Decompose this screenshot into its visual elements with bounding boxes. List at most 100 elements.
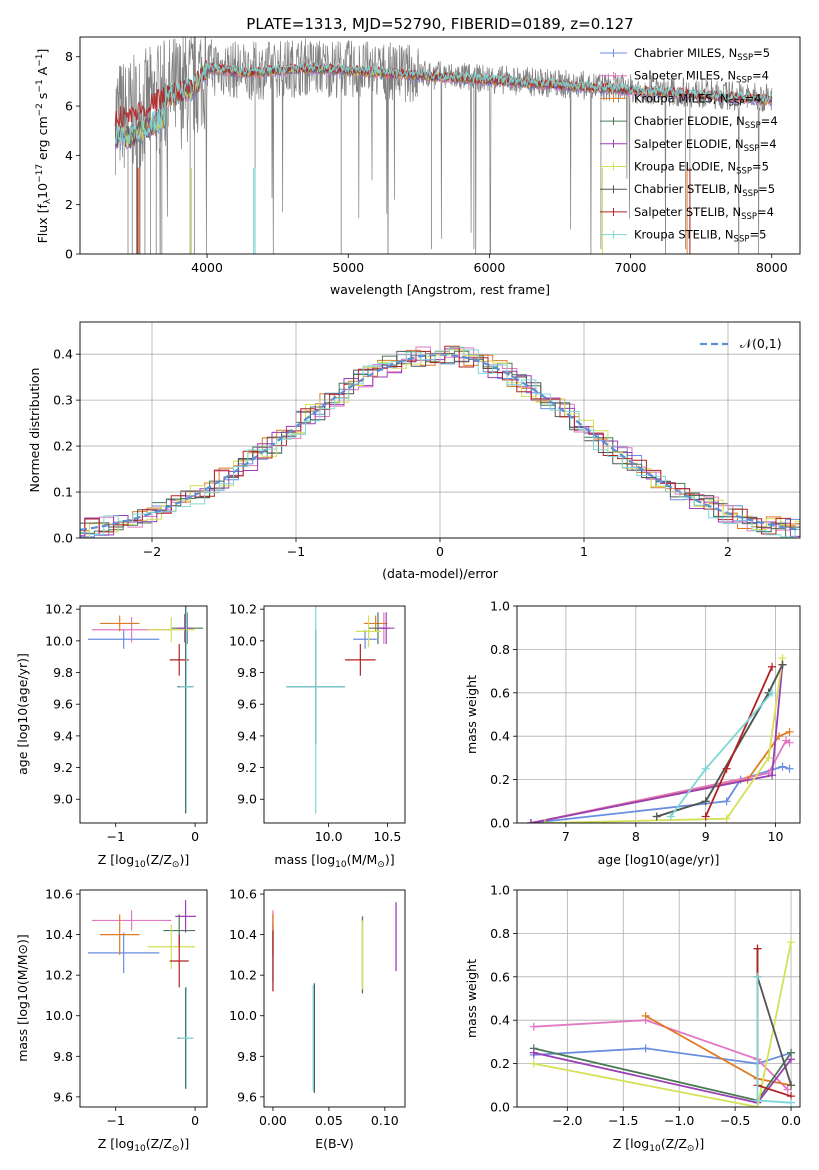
label-part: (Z/Z [146,852,172,867]
weight-marker [529,1022,538,1031]
x-tick-label: 7 [562,829,570,844]
x-axis-label: Z [log10(Z/Z⊙)] [98,852,189,870]
y-axis-label: mass weight [464,959,479,1038]
y-tick-label: 9.8 [237,1049,257,1064]
y-tick-label: 9.4 [53,728,73,743]
plot-area [286,606,395,814]
weight-marker [529,1048,538,1057]
x-tick-label: 1 [580,544,588,559]
label-part: ⊙ [172,860,180,870]
x-tick-label: −1 [287,544,305,559]
legend-text: Chabrier MILES, N [634,46,737,60]
histogram-series [80,349,800,538]
y-tick-label: 10.4 [45,927,73,942]
label-part: −1 [35,79,45,92]
legend-sub: SSP [742,189,758,199]
weight-marker [641,1044,650,1053]
y-tick-label: 0.4 [490,729,510,744]
weight-marker [722,764,731,773]
y-axis-label: Flux [fλ10−17 erg cm−2 s−1 A−1] [35,49,53,244]
weight-marker [540,819,549,823]
label-part: −1 [35,54,45,67]
x-tick-label: 8000 [756,260,788,275]
legend-sub: SSP [736,76,752,86]
label-part: Z [log [613,1136,649,1151]
y-tick-label: 0.2 [490,772,510,787]
weight-marker [787,1098,796,1107]
legend-label: Kroupa MILES, NSSP=4 [634,91,761,108]
legend-label: Salpeter ELODIE, NSSP=4 [634,137,777,154]
label-part: mass [log [274,852,335,867]
label-part: erg cm [35,116,50,164]
x-tick-label: 10 [768,829,784,844]
y-axis-label: mass [log10(M/M⊙)] [15,934,30,1062]
legend-sub: SSP [734,235,750,245]
y-tick-label: 0.4 [53,347,73,362]
x-tick-label: 7000 [615,260,647,275]
y-tick-label: 9.6 [237,697,257,712]
weight-marker [785,727,794,736]
legend-sub: SSP [729,98,745,108]
y-tick-label: 0 [65,247,73,262]
axes-frame [79,321,801,539]
legend-label: Kroupa ELODIE, NSSP=5 [634,160,769,177]
label-part: )] [179,1136,189,1151]
weight-series [533,1047,792,1102]
legend-label: Salpeter MILES, NSSP=4 [634,69,769,86]
y-tick-label: 9.8 [53,1049,73,1064]
weight-marker [753,1096,762,1105]
y-tick-label: 9.2 [237,760,257,775]
x-tick-label: 10.0 [315,829,343,844]
axes-frame [79,605,208,824]
y-tick-label: 9.0 [237,792,257,807]
legend-text: Kroupa ELODIE, N [634,160,736,174]
axes-frame [79,36,801,255]
x-tick-label: 0 [191,829,199,844]
weight-marker [529,1059,538,1068]
y-tick-label: 2 [65,197,73,212]
y-tick-label: 0.6 [490,969,510,984]
legend-sub: SSP [745,121,761,131]
y-axis-label: age [log10(age/yr)] [15,653,30,775]
x-axis-label: Z [log10(Z/Z⊙)] [98,1136,189,1154]
weight-series [533,1047,792,1065]
y-tick-label: 0.0 [490,1100,510,1115]
legend-label: Kroupa STELIB, NSSP=5 [634,228,766,245]
y-tick-label: 9.0 [53,792,73,807]
x-axis-label: E(B-V) [315,1136,354,1151]
weight-marker [641,1011,650,1020]
weight-series [533,941,792,1107]
y-tick-label: 10.6 [45,887,73,902]
histogram-series [80,348,800,537]
plot-area [87,606,204,814]
figure-title: PLATE=1313, MJD=52790, FIBERID=0189, z=0… [246,15,633,33]
weight-series [704,666,773,817]
weight-marker [783,1085,792,1094]
y-tick-label: 10.2 [229,968,257,983]
x-tick-label: −1.5 [608,1113,638,1128]
label-part: λ [43,198,53,204]
x-tick-label: 0.05 [315,1113,343,1128]
x-tick-label: 9 [702,829,710,844]
y-tick-label: 10.0 [229,1008,257,1023]
y-tick-label: 9.6 [53,697,73,712]
label-part: 10 [134,860,146,870]
y-tick-label: 0.0 [490,816,510,831]
y-tick-label: 0.8 [490,642,510,657]
weight-marker [666,812,675,821]
label-part: s [35,93,50,104]
legend-tail: =5 [758,182,775,196]
label-part: Z [log [98,852,134,867]
weight-marker [778,762,787,771]
x-axis-label: Z [log10(Z/Z⊙)] [613,1136,704,1154]
weight-marker [787,1055,796,1064]
y-tick-label: 10.6 [229,887,257,902]
plot-area [529,938,796,1107]
weight-series [669,692,773,818]
label-part: )] [385,852,395,867]
weight-series [530,739,790,823]
legend-label: Chabrier STELIB, NSSP=5 [634,182,775,199]
x-axis-label: wavelength [Angstrom, rest frame] [330,282,550,297]
plot-area [526,654,794,823]
label-part: )] [694,1136,704,1151]
